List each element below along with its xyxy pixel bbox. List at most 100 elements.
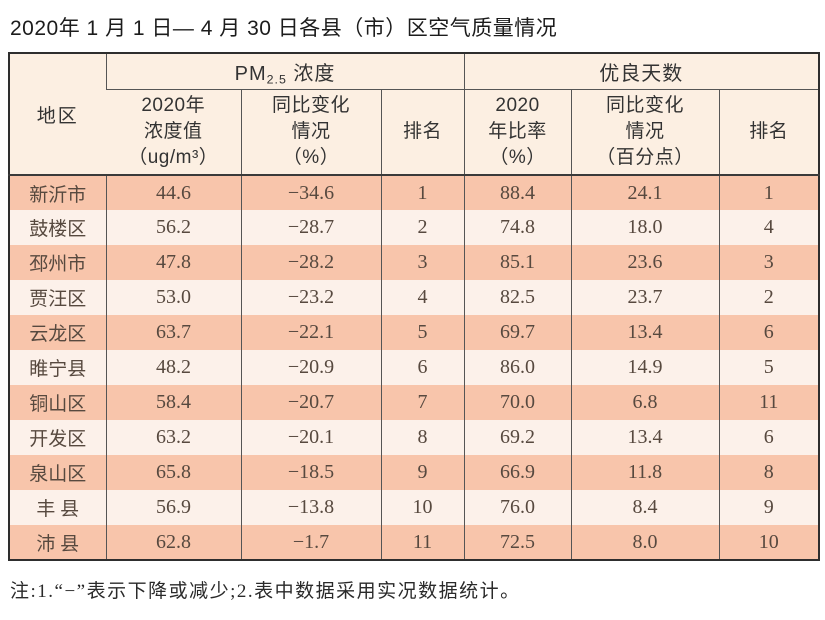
good-rate-cell: 82.5 [463, 280, 572, 315]
pm25-rank-cell: 2 [380, 210, 465, 245]
footnote: 注:1.“−”表示下降或减少;2.表中数据采用实况数据统计。 [10, 581, 521, 602]
pm25-change-cell: −20.7 [240, 385, 381, 420]
good-change-cell: 8.4 [570, 490, 720, 525]
good-change-cell: 6.8 [570, 385, 720, 420]
good-rank-cell: 10 [718, 525, 820, 560]
region-cell: 沛 县 [36, 533, 80, 555]
region-column-header: 地区 [9, 53, 106, 176]
good-rate-cell: 66.9 [463, 455, 572, 490]
good-rate-cell: 72.5 [463, 525, 572, 560]
good-rank-cell: 2 [718, 280, 820, 315]
good-change-cell: 14.9 [570, 350, 720, 385]
pm25-rank-cell: 9 [380, 455, 465, 490]
table-row: 泉山区 65.8 −18.5 9 66.9 11.8 8 [9, 455, 820, 490]
region-cell: 睢宁县 [29, 359, 87, 380]
region-cell: 贾汪区 [29, 289, 87, 310]
region-cell: 云龙区 [29, 324, 87, 345]
good-rate-cell: 70.0 [463, 385, 572, 420]
page-title: 2020年 1 月 1 日— 4 月 30 日各县（市）区空气质量情况 [10, 17, 558, 40]
good-rank-cell: 8 [718, 455, 820, 490]
pm25-value-cell: 47.8 [105, 245, 241, 280]
pm25-value-cell: 44.6 [105, 175, 241, 210]
air-quality-table: 地区 PM2.5 浓度 优良天数 2020年 浓度值 （ug/m³） 同比变化 … [8, 52, 821, 561]
good-rate-cell: 85.1 [463, 245, 572, 280]
region-cell: 鼓楼区 [29, 219, 87, 240]
pm25-rank-cell: 10 [380, 490, 465, 525]
pm25-label-subscript: 2.5 [266, 71, 287, 86]
good-rank-cell: 11 [718, 385, 820, 420]
pm25-change-cell: −13.8 [240, 490, 381, 525]
group-header-row: 地区 PM2.5 浓度 优良天数 [9, 53, 820, 176]
good-rate-cell: 74.8 [463, 210, 572, 245]
region-cell: 丰 县 [36, 499, 80, 520]
pm25-change-cell: −18.5 [240, 455, 381, 490]
pm25-value-cell: 63.2 [105, 420, 241, 455]
table-row: 丰 县 56.9 −13.8 10 76.0 8.4 9 [9, 490, 820, 525]
region-cell: 新沂市 [29, 184, 87, 206]
pm25-change-cell: −20.1 [240, 420, 381, 455]
table-body: 新沂市 44.6 −34.6 1 88.4 24.1 1 鼓楼区 56.2 −2… [9, 175, 820, 560]
table-row: 沛 县 62.8 −1.7 11 72.5 8.0 10 [9, 525, 820, 560]
good-rate-cell: 88.4 [463, 175, 572, 210]
table-row: 云龙区 63.7 −22.1 5 69.7 13.4 6 [9, 315, 820, 350]
good-change-cell: 8.0 [570, 525, 720, 560]
pm25-rank-cell: 11 [380, 525, 465, 560]
pm25-value-cell: 48.2 [105, 350, 241, 385]
pm25-change-cell: −34.6 [240, 175, 381, 210]
pm25-label-prefix: PM [234, 62, 267, 85]
good-change-cell: 18.0 [570, 210, 720, 245]
region-cell: 泉山区 [29, 464, 87, 485]
good-rate-column-header: 2020 年比率 （%） [463, 89, 572, 176]
pm25-value-column-header: 2020年 浓度值 （ug/m³） [106, 89, 241, 176]
good-rank-column-header: 排名 [718, 89, 820, 176]
pm25-change-cell: −23.2 [240, 280, 381, 315]
pm25-change-cell: −22.1 [240, 315, 381, 350]
table-header: 地区 PM2.5 浓度 优良天数 2020年 浓度值 （ug/m³） 同比变化 … [9, 53, 820, 176]
pm25-value-cell: 63.7 [105, 315, 241, 350]
pm25-value-cell: 62.8 [105, 525, 241, 560]
pm25-change-cell: −28.2 [240, 245, 381, 280]
good-change-cell: 11.8 [570, 455, 720, 490]
pm25-value-cell: 65.8 [105, 455, 241, 490]
table-row: 睢宁县 48.2 −20.9 6 86.0 14.9 5 [9, 350, 820, 385]
pm25-rank-cell: 6 [380, 350, 465, 385]
sub-header-row: 2020年 浓度值 （ug/m³） 同比变化 情况 （%） 排名 2020 年比… [9, 89, 820, 176]
table-row: 贾汪区 53.0 −23.2 4 82.5 23.7 2 [9, 280, 820, 315]
pm25-rank-cell: 5 [380, 315, 465, 350]
good-rate-cell: 69.7 [463, 315, 572, 350]
pm25-change-column-header: 同比变化 情况 （%） [240, 89, 381, 176]
pm25-rank-column-header: 排名 [380, 89, 465, 176]
good-rate-cell: 76.0 [463, 490, 572, 525]
good-rank-cell: 3 [718, 245, 820, 280]
pm25-rank-cell: 3 [380, 245, 465, 280]
pm25-value-cell: 58.4 [105, 385, 241, 420]
good-rank-cell: 5 [718, 350, 820, 385]
table-row: 铜山区 58.4 −20.7 7 70.0 6.8 11 [9, 385, 820, 420]
pm25-change-cell: −1.7 [240, 525, 381, 560]
region-cell: 开发区 [29, 429, 87, 450]
pm25-rank-cell: 4 [380, 280, 465, 315]
good-rank-cell: 4 [718, 210, 820, 245]
good-change-cell: 13.4 [570, 315, 720, 350]
page: 2020年 1 月 1 日— 4 月 30 日各县（市）区空气质量情况 地区 P… [8, 17, 821, 602]
good-rank-cell: 9 [718, 490, 820, 525]
pm25-label-suffix: 浓度 [286, 62, 336, 85]
pm25-rank-cell: 7 [380, 385, 465, 420]
table-row: 鼓楼区 56.2 −28.7 2 74.8 18.0 4 [9, 210, 820, 245]
good-rank-cell: 1 [718, 175, 820, 210]
good-rate-cell: 86.0 [463, 350, 572, 385]
good-rate-cell: 69.2 [463, 420, 572, 455]
table-row: 邳州市 47.8 −28.2 3 85.1 23.6 3 [9, 245, 820, 280]
pm25-rank-cell: 8 [380, 420, 465, 455]
good-change-cell: 23.6 [570, 245, 720, 280]
good-days-group-header: 优良天数 [463, 53, 820, 90]
table-row: 开发区 63.2 −20.1 8 69.2 13.4 6 [9, 420, 820, 455]
pm25-rank-cell: 1 [380, 175, 465, 210]
pm25-change-cell: −20.9 [240, 350, 381, 385]
pm25-value-cell: 56.9 [105, 490, 241, 525]
pm25-change-cell: −28.7 [240, 210, 381, 245]
table-row: 新沂市 44.6 −34.6 1 88.4 24.1 1 [9, 175, 820, 210]
region-cell: 铜山区 [29, 394, 87, 415]
good-rank-cell: 6 [718, 420, 820, 455]
region-cell: 邳州市 [29, 254, 87, 275]
